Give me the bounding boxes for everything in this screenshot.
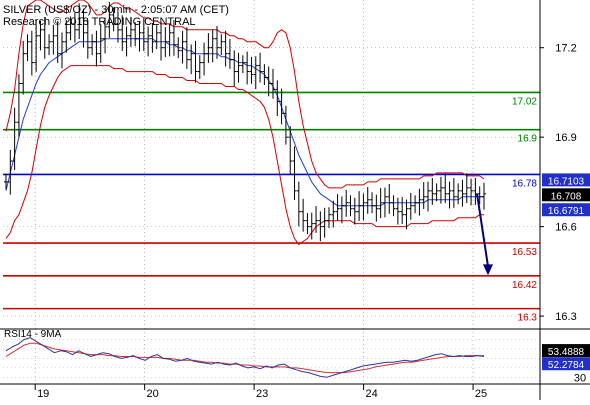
forecast-arrow-shaft	[476, 193, 489, 267]
rsi-line	[5, 337, 485, 378]
price-tag-upper: 16.7103	[548, 176, 585, 187]
forecast-arrow-head	[483, 264, 493, 276]
rsi-tag-ma: 53.4888	[548, 347, 585, 358]
price-tag-last: 16.708	[551, 191, 582, 202]
level-label: 16.78	[512, 178, 537, 189]
bollinger-lower-line	[5, 65, 484, 245]
price-tag-box	[542, 173, 590, 187]
header-title: SILVER (US$/OZ) - 30min - 2:05:07 AM (CE…	[3, 4, 229, 16]
rsi-tag-box	[542, 357, 590, 371]
rsi-tag-rsi: 52.2784	[548, 360, 585, 371]
price-tag-box	[542, 188, 590, 202]
rsi-title: RSI14 - 9MA	[4, 329, 62, 340]
x-tick-label: 25	[475, 388, 487, 400]
y-tick-label: 16.9	[555, 132, 576, 144]
x-tick-label: 24	[365, 388, 377, 400]
y-tick-label: 16.3	[555, 311, 576, 323]
x-tick-label: 20	[147, 388, 159, 400]
bollinger-upper-line	[5, 0, 485, 189]
level-label: 16.42	[512, 280, 537, 291]
price-tag-box	[542, 203, 590, 217]
level-label: 16.9	[518, 134, 538, 145]
x-tick-label: 19	[37, 388, 49, 400]
rsi-tick-label: 30	[574, 372, 586, 384]
header-subtitle: Research © 2018 TRADING CENTRAL	[3, 16, 196, 28]
rsi-tag-box	[542, 344, 590, 358]
level-label: 17.02	[512, 96, 537, 107]
moving-average-line	[5, 38, 484, 207]
level-label: 16.53	[512, 247, 537, 258]
price-tag-lower: 16.6791	[548, 206, 585, 217]
y-tick-label: 17.2	[555, 43, 576, 55]
x-tick-label: 23	[256, 388, 268, 400]
y-tick-label: 16.6	[555, 222, 576, 234]
level-label: 16.3	[518, 313, 538, 324]
